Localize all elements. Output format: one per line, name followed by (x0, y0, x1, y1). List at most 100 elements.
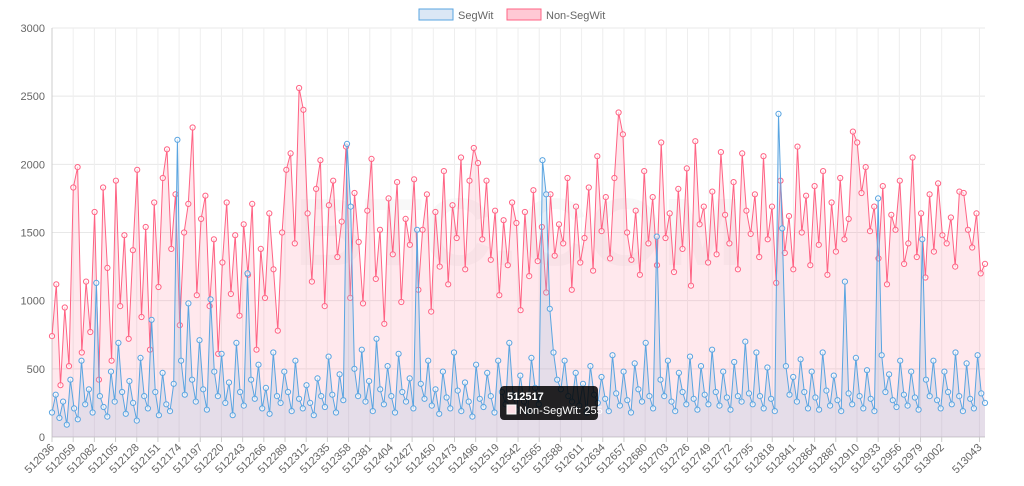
non-segwit-point[interactable] (785, 213, 793, 220)
segwit-point[interactable] (303, 382, 310, 389)
non-segwit-point[interactable] (279, 229, 286, 236)
non-segwit-point[interactable] (142, 223, 149, 231)
non-segwit-point[interactable] (296, 84, 303, 92)
non-segwit-point[interactable] (764, 236, 771, 243)
non-segwit-point[interactable] (381, 320, 388, 327)
non-segwit-point[interactable] (632, 207, 639, 214)
non-segwit-point[interactable] (888, 211, 895, 218)
segwit-point[interactable] (325, 353, 332, 360)
segwit-point[interactable] (613, 390, 620, 397)
segwit-point[interactable] (461, 379, 469, 386)
segwit-point[interactable] (484, 369, 491, 376)
segwit-point[interactable] (963, 360, 970, 367)
segwit-point[interactable] (941, 368, 948, 375)
segwit-point[interactable] (233, 339, 240, 346)
segwit-point[interactable] (970, 405, 978, 412)
non-segwit-point[interactable] (568, 286, 575, 293)
segwit-point[interactable] (332, 409, 340, 416)
segwit-point[interactable] (686, 353, 694, 360)
segwit-point[interactable] (889, 397, 896, 404)
non-segwit-point[interactable] (866, 228, 874, 235)
segwit-point[interactable] (738, 398, 745, 405)
segwit-point[interactable] (144, 405, 151, 412)
segwit-point[interactable] (856, 393, 863, 400)
segwit-point[interactable] (196, 337, 203, 344)
segwit-point[interactable] (627, 409, 635, 416)
segwit-point[interactable] (473, 361, 480, 368)
non-segwit-point[interactable] (781, 249, 788, 256)
segwit-point[interactable] (174, 136, 181, 143)
segwit-point[interactable] (185, 300, 192, 307)
segwit-point[interactable] (410, 405, 417, 412)
segwit-point[interactable] (476, 395, 483, 402)
segwit-point[interactable] (351, 365, 358, 372)
segwit-point[interactable] (952, 349, 959, 356)
non-segwit-point[interactable] (232, 232, 239, 239)
non-segwit-point[interactable] (70, 184, 77, 191)
non-segwit-point[interactable] (487, 256, 494, 263)
non-segwit-point[interactable] (901, 260, 908, 267)
segwit-point[interactable] (956, 393, 963, 400)
non-segwit-point[interactable] (117, 303, 124, 310)
segwit-point[interactable] (48, 409, 56, 416)
segwit-point[interactable] (417, 380, 424, 387)
segwit-point[interactable] (71, 405, 78, 412)
segwit-point[interactable] (395, 350, 402, 357)
segwit-point[interactable] (978, 390, 985, 397)
segwit-point[interactable] (60, 398, 67, 405)
non-segwit-point[interactable] (125, 335, 132, 342)
segwit-point[interactable] (107, 368, 115, 375)
non-segwit-point[interactable] (811, 183, 818, 190)
segwit-point[interactable] (638, 398, 646, 405)
non-segwit-point[interactable] (611, 174, 618, 182)
non-segwit-point[interactable] (722, 211, 729, 218)
segwit-point[interactable] (469, 413, 476, 420)
non-segwit-point[interactable] (871, 203, 878, 210)
non-segwit-point[interactable] (572, 203, 580, 210)
non-segwit-point[interactable] (845, 215, 852, 222)
non-segwit-point[interactable] (909, 154, 916, 161)
non-segwit-point[interactable] (564, 174, 571, 182)
non-segwit-point[interactable] (236, 312, 243, 319)
segwit-point[interactable] (506, 339, 513, 346)
non-segwit-point[interactable] (372, 275, 379, 282)
segwit-point[interactable] (974, 352, 981, 359)
segwit-point[interactable] (152, 388, 159, 396)
segwit-point[interactable] (849, 401, 856, 408)
segwit-point[interactable] (886, 371, 893, 378)
non-segwit-point[interactable] (440, 168, 447, 175)
non-segwit-point[interactable] (240, 221, 247, 228)
non-segwit-point[interactable] (636, 271, 644, 278)
non-segwit-point[interactable] (185, 200, 192, 207)
segwit-point[interactable] (314, 375, 321, 382)
non-segwit-point[interactable] (739, 150, 746, 157)
segwit-point[interactable] (915, 406, 922, 413)
segwit-point[interactable] (775, 110, 782, 118)
non-segwit-point[interactable] (249, 200, 256, 207)
segwit-point[interactable] (587, 363, 594, 370)
non-segwit-point[interactable] (947, 214, 955, 221)
legend-item-segwit[interactable]: SegWit (418, 8, 493, 22)
segwit-point[interactable] (218, 350, 225, 357)
non-segwit-point[interactable] (628, 256, 635, 263)
non-segwit-point[interactable] (892, 226, 899, 233)
non-segwit-point[interactable] (760, 153, 767, 160)
non-segwit-point[interactable] (398, 298, 405, 306)
segwit-point[interactable] (299, 405, 306, 412)
segwit-point[interactable] (753, 349, 760, 356)
non-segwit-point[interactable] (943, 240, 950, 247)
non-segwit-point[interactable] (402, 215, 409, 222)
non-segwit-point[interactable] (389, 251, 396, 258)
non-segwit-point[interactable] (521, 208, 529, 216)
segwit-point[interactable] (605, 408, 612, 415)
segwit-point[interactable] (465, 398, 472, 405)
segwit-point[interactable] (642, 339, 649, 346)
segwit-point[interactable] (838, 408, 845, 415)
non-segwit-point[interactable] (815, 241, 822, 248)
non-segwit-point[interactable] (858, 189, 865, 197)
non-segwit-point[interactable] (913, 253, 920, 261)
segwit-point[interactable] (225, 379, 233, 386)
segwit-point[interactable] (948, 401, 955, 408)
segwit-point[interactable] (705, 401, 712, 408)
non-segwit-point[interactable] (129, 247, 136, 254)
